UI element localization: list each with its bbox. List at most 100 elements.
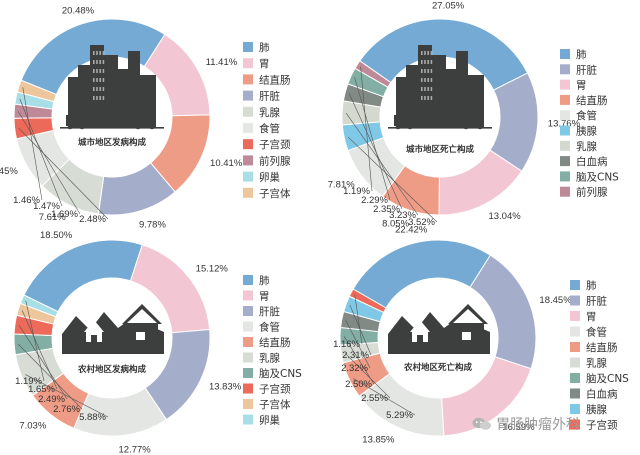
- leader-line: [18, 127, 109, 220]
- legend-swatch: [570, 404, 580, 414]
- legend-swatch: [560, 94, 570, 105]
- value-label: 8.05%: [382, 218, 409, 229]
- value-label: 1.47%: [33, 201, 60, 212]
- legend-label: 胃: [576, 80, 587, 92]
- legend-swatch: [243, 306, 253, 316]
- leader-line: [354, 294, 363, 345]
- leader-line: [343, 336, 375, 385]
- legend-label: 食管: [576, 109, 597, 122]
- chart-2: 城市地区死亡构成 27.05% 13.76% 13.04% 8.05% 7.81% 3.52…: [328, 0, 619, 229]
- legend-swatch: [243, 368, 253, 378]
- value-label: 1.19%: [15, 376, 42, 387]
- legend-swatch: [243, 290, 253, 301]
- leader-line: [345, 353, 391, 399]
- legend-label: 乳腺: [586, 357, 607, 370]
- legend-label: 胰腺: [586, 403, 607, 416]
- legend-swatch: [243, 155, 253, 166]
- legend-swatch: [560, 156, 570, 167]
- legend-swatch: [243, 321, 253, 332]
- value-label: 20.48%: [62, 5, 95, 16]
- value-label: 12.77%: [119, 445, 152, 455]
- legend-swatch: [570, 326, 580, 337]
- value-label: 18.50%: [40, 230, 73, 241]
- legend-swatch: [560, 64, 570, 75]
- legend-label: 子宫体: [259, 187, 291, 200]
- legend-label: 肺: [586, 280, 597, 292]
- value-label: 2.32%: [341, 363, 368, 374]
- legend-swatch: [243, 414, 253, 425]
- leader-line: [345, 320, 371, 369]
- leader-line: [25, 300, 45, 382]
- value-label: 5.88%: [79, 412, 106, 423]
- wechat-icon: [472, 417, 491, 430]
- value-label: 13.83%: [209, 382, 242, 393]
- legend-swatch: [570, 419, 580, 430]
- legend-swatch: [570, 280, 580, 290]
- legend-label: 子宫体: [259, 398, 291, 411]
- value-label: 2.49%: [38, 394, 65, 405]
- legend-swatch: [243, 337, 253, 347]
- legend-label: 子宫颈: [259, 383, 291, 396]
- city-skyline-icon: [388, 45, 492, 130]
- leader-line: [348, 93, 403, 210]
- value-label: 2.76%: [53, 404, 80, 415]
- value-label: 2.35%: [373, 204, 400, 215]
- legend-swatch: [243, 383, 253, 394]
- legend-swatch: [243, 171, 253, 182]
- legend-label: 肝脏: [259, 90, 280, 103]
- chart-title: 农村地区死亡构成: [403, 362, 473, 373]
- legend-label: 食管: [586, 326, 607, 339]
- legend-label: 食管: [259, 122, 280, 135]
- legend-swatch: [560, 49, 570, 59]
- city-skyline-icon: [60, 45, 164, 130]
- legend-label: 胃: [586, 311, 597, 323]
- value-label: 1.69%: [51, 209, 78, 220]
- legend-swatch: [570, 388, 580, 399]
- rural-village-icon: [388, 304, 490, 354]
- legend-label: 子宫颈: [259, 138, 291, 151]
- legend-swatch: [570, 295, 580, 306]
- chart-3: 农村地区发病构成 18.50% 15.12% 13.83% 12.77% 7.03% 5.8…: [13, 230, 302, 455]
- legend-label: 子宫颈: [586, 419, 618, 432]
- value-label: 5.29%: [386, 410, 413, 421]
- legend-swatch: [560, 79, 570, 90]
- legend-label: 白血病: [586, 388, 618, 401]
- value-label: 10.41%: [210, 158, 243, 169]
- value-label: 27.05%: [432, 0, 465, 11]
- legend-label: 肺: [576, 49, 587, 61]
- legend-label: 结直肠: [576, 94, 608, 107]
- legend-label: 食管: [259, 321, 280, 334]
- legend-swatch: [243, 399, 253, 409]
- legend-label: 前列腺: [576, 186, 608, 199]
- value-label: 22.42%: [395, 224, 428, 235]
- legend-label: 肝脏: [586, 295, 607, 308]
- leader-line: [354, 77, 391, 201]
- legend-swatch: [570, 373, 580, 383]
- legend-swatch: [243, 42, 253, 52]
- legend-swatch: [243, 352, 253, 363]
- rural-village-icon: [62, 304, 164, 354]
- leader-line: [18, 324, 68, 400]
- legend-label: 肝脏: [576, 63, 597, 76]
- watermark-text: 胃肠肿瘤外科: [496, 417, 580, 433]
- value-label: 6.45%: [0, 166, 18, 177]
- legend-swatch: [243, 187, 253, 198]
- legend-swatch: [560, 110, 570, 121]
- leader-line: [19, 98, 63, 207]
- legend-swatch: [243, 106, 253, 117]
- legend-label: 肺: [259, 275, 270, 287]
- legend-label: 前列腺: [259, 154, 291, 167]
- legend-label: 脑及CNS: [586, 372, 629, 385]
- chart-title: 城市地区发病构成: [78, 137, 147, 148]
- legend-label: 结直肠: [259, 73, 291, 86]
- leader-line: [22, 87, 43, 201]
- legend-label: 肝脏: [259, 305, 280, 318]
- value-label: 3.52%: [408, 217, 435, 228]
- legend-swatch: [243, 123, 253, 133]
- value-label: 15.12%: [196, 263, 229, 274]
- legend-swatch: [243, 74, 253, 85]
- legend-label: 白血病: [576, 155, 608, 168]
- legend-label: 脑及CNS: [576, 170, 619, 183]
- value-label: 1.16%: [333, 339, 360, 350]
